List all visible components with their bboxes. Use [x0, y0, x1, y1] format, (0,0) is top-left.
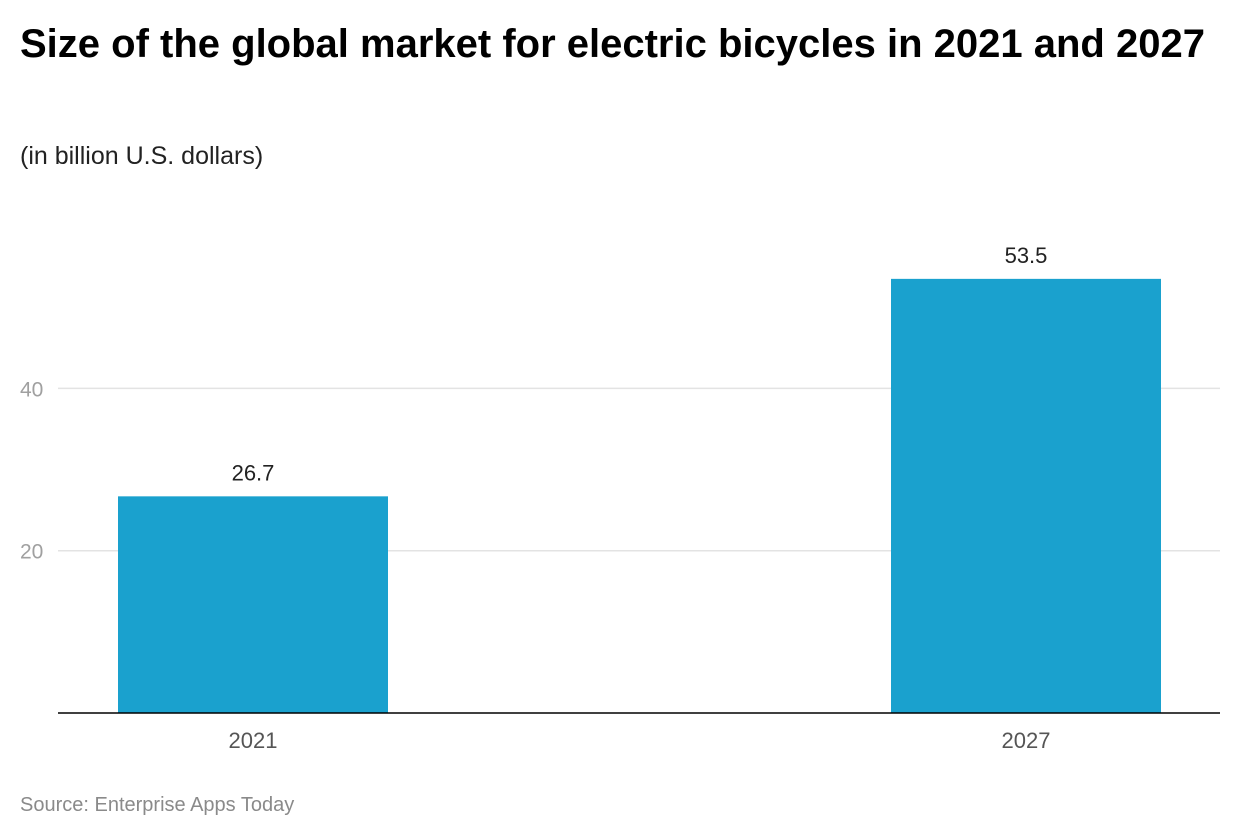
value-labels: 26.7 53.5: [232, 243, 1048, 485]
bar-2027: [891, 278, 1161, 713]
source-note: Source: Enterprise Apps Today: [20, 794, 295, 816]
category-label-2027: 2027: [1002, 728, 1051, 753]
value-label-2027: 53.5: [1005, 243, 1048, 268]
bar-2021: [118, 496, 388, 713]
y-tick-label: 20: [20, 541, 43, 564]
bars: [118, 278, 1161, 713]
value-label-2021: 26.7: [232, 460, 275, 485]
chart-subtitle: (in billion U.S. dollars): [20, 142, 264, 170]
chart-title: Size of the global market for electric b…: [20, 22, 1205, 66]
category-label-2021: 2021: [229, 728, 278, 753]
y-tick-label: 40: [20, 378, 43, 401]
x-category-labels: 2021 2027: [229, 728, 1051, 753]
